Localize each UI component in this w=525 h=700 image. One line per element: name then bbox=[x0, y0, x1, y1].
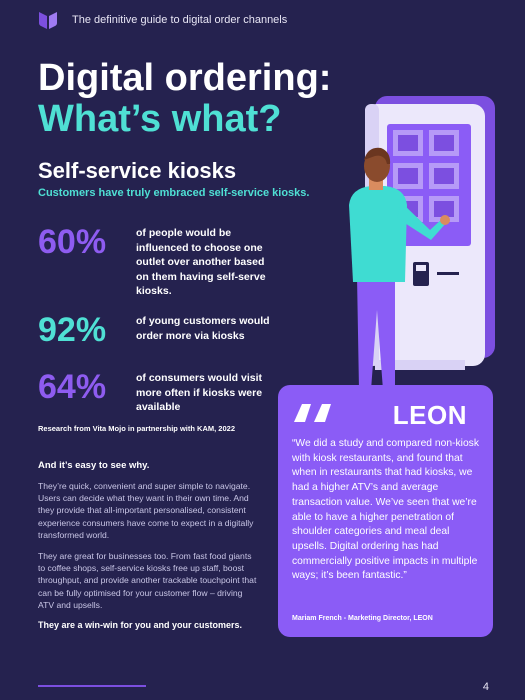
quote-card: LEON “We did a study and compared non-ki… bbox=[278, 385, 493, 637]
quote-text: “We did a study and compared non-kiosk w… bbox=[292, 438, 479, 582]
brand-name: LEON bbox=[392, 400, 467, 430]
brand-logo-icon bbox=[39, 12, 57, 29]
stat-item: 64% of consumers would visit more often … bbox=[38, 370, 276, 415]
page-title: Digital ordering: What’s what? bbox=[38, 58, 331, 140]
stat-value: 60% bbox=[38, 223, 107, 261]
header-text: The definitive guide to digital order ch… bbox=[72, 14, 288, 26]
stat-item: 60% of people would be influenced to cho… bbox=[38, 225, 276, 299]
page-header: The definitive guide to digital order ch… bbox=[38, 10, 287, 30]
quote-mark-icon bbox=[294, 404, 331, 422]
stat-description: of people would be influenced to choose … bbox=[136, 227, 266, 297]
page-number: 4 bbox=[482, 681, 489, 693]
title-line-2: What’s what? bbox=[38, 98, 282, 140]
title-line-1: Digital ordering: bbox=[38, 57, 332, 99]
stat-description: of young customers would order more via … bbox=[136, 315, 270, 342]
stat-item: 92% of young customers would order more … bbox=[38, 313, 276, 347]
kiosk-illustration bbox=[349, 96, 495, 390]
quote-attribution: Mariam French - Marketing Director, LEON bbox=[292, 615, 433, 622]
section-subtitle: Customers have truly embraced self-servi… bbox=[38, 187, 310, 199]
stat-value: 92% bbox=[38, 311, 107, 349]
stat-value: 64% bbox=[38, 368, 107, 406]
section-title: Self-service kiosks bbox=[38, 158, 237, 183]
footer-divider bbox=[38, 685, 146, 687]
body-text: And it’s easy to see why. They’re quick,… bbox=[38, 460, 260, 630]
body-paragraph-1: They’re quick, convenient and super simp… bbox=[38, 481, 254, 540]
research-source: Research from Vita Mojo in partnership w… bbox=[38, 424, 235, 433]
body-lead: And it’s easy to see why. bbox=[38, 460, 150, 471]
stat-description: of consumers would visit more often if k… bbox=[136, 372, 263, 413]
body-closing: They are a win-win for you and your cust… bbox=[38, 620, 243, 631]
body-paragraph-2: They are great for businesses too. From … bbox=[38, 551, 257, 610]
